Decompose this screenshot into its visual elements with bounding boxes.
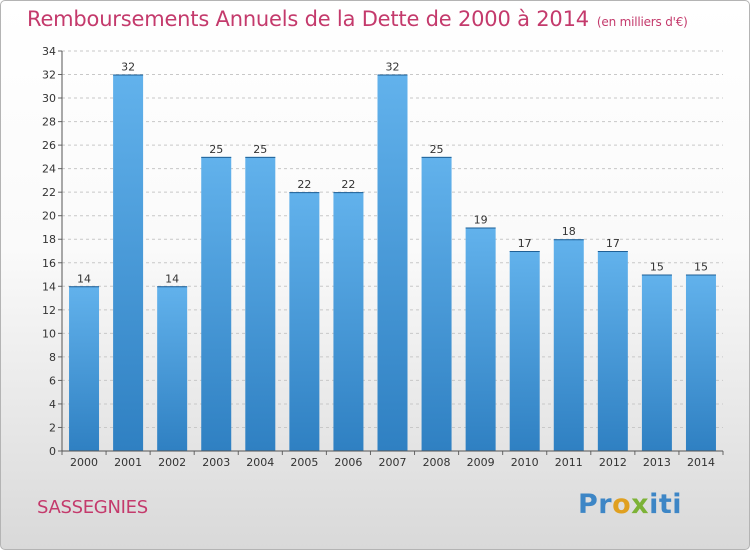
y-tick-label: 8: [49, 351, 56, 364]
y-tick-label: 34: [42, 45, 56, 58]
y-tick-label: 14: [42, 280, 56, 293]
value-label: 32: [386, 61, 400, 74]
value-label: 14: [165, 272, 179, 285]
x-tick-label: 2010: [511, 456, 539, 469]
commune-name: SASSEGNIES: [37, 497, 148, 518]
bar: [421, 156, 452, 451]
x-tick-label: 2011: [555, 456, 583, 469]
y-tick-label: 6: [49, 374, 56, 387]
logo-part-2: o: [612, 489, 632, 520]
value-label: 18: [562, 225, 576, 238]
chart-title: Remboursements Annuels de la Dette de 20…: [27, 7, 688, 31]
value-label: 25: [430, 143, 444, 156]
y-tick-label: 18: [42, 233, 56, 246]
bars: [69, 74, 716, 452]
x-tick-label: 2014: [687, 456, 715, 469]
x-tick-label: 2008: [423, 456, 451, 469]
value-label: 32: [121, 61, 135, 74]
x-tick-label: 2006: [334, 456, 362, 469]
bar: [553, 239, 584, 451]
axes: [58, 50, 724, 455]
bar: [597, 251, 628, 451]
y-tick-label: 28: [42, 116, 56, 129]
value-label: 17: [518, 237, 532, 250]
chart-unit: (en milliers d'€): [596, 15, 688, 29]
x-tick-label: 2001: [114, 456, 142, 469]
y-tick-label: 26: [42, 139, 56, 152]
logo-part-1: Pr: [578, 489, 613, 520]
chart-title-text: Remboursements Annuels de la Dette de 20…: [27, 7, 589, 31]
value-label: 15: [694, 261, 708, 274]
bar: [289, 192, 320, 452]
bar: [113, 74, 144, 451]
y-tick-label: 20: [42, 210, 56, 223]
x-tick-label: 2002: [158, 456, 186, 469]
x-tick-label: 2005: [290, 456, 318, 469]
value-labels: 14 32 14 25 25 22 22 32 25 19 17 18 17 15 15: [77, 61, 708, 286]
value-label: 25: [209, 143, 223, 156]
value-label: 25: [253, 143, 267, 156]
y-tick-label: 32: [42, 69, 56, 82]
value-label: 14: [77, 272, 91, 285]
bar: [333, 192, 364, 452]
value-label: 22: [297, 178, 311, 191]
y-tick-label: 22: [42, 186, 56, 199]
bar: [69, 286, 100, 451]
logo-part-4: iti: [649, 489, 683, 520]
bar: [377, 74, 408, 451]
y-tick-label: 24: [42, 163, 56, 176]
y-tick-label: 16: [42, 257, 56, 270]
x-tick-label: 2007: [379, 456, 407, 469]
proxiti-logo[interactable]: Proxiti: [578, 489, 682, 520]
x-tick-label: 2004: [246, 456, 274, 469]
x-tick-label: 2012: [599, 456, 627, 469]
x-tick-label: 2003: [202, 456, 230, 469]
logo-part-3: x: [631, 489, 650, 520]
bar: [201, 156, 232, 451]
y-tick-label: 10: [42, 327, 56, 340]
bar: [465, 227, 496, 451]
x-tick-label: 2013: [643, 456, 671, 469]
value-label: 22: [341, 178, 355, 191]
bar: [509, 251, 540, 451]
bar: [685, 274, 716, 451]
y-tick-label: 2: [49, 421, 56, 434]
bar: [245, 156, 276, 451]
x-tick-labels: 2000 2001 2002 2003 2004 2005 2006 2007 2008 2009…: [70, 456, 715, 469]
y-tick-label: 12: [42, 304, 56, 317]
y-tick-label: 4: [49, 398, 56, 411]
value-label: 19: [474, 213, 488, 226]
x-tick-label: 2000: [70, 456, 98, 469]
y-tick-label: 30: [42, 92, 56, 105]
bar: [157, 286, 188, 451]
value-label: 17: [606, 237, 620, 250]
x-tick-label: 2009: [467, 456, 495, 469]
y-tick-label: 0: [49, 445, 56, 458]
bar: [641, 274, 672, 451]
value-label: 15: [650, 261, 664, 274]
